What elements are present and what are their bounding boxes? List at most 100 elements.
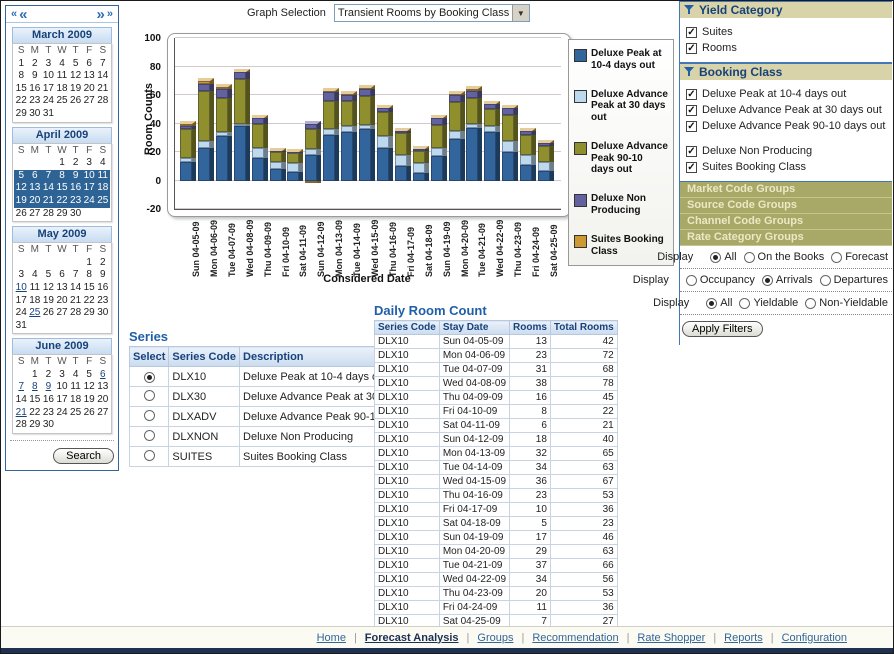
calendar-day[interactable]: 12 [42,281,54,293]
calendar-day[interactable]: 28 [42,207,54,219]
calendar-day[interactable]: 26 [42,307,54,319]
calendar-day[interactable]: 16 [68,182,83,195]
series-select-radio[interactable] [143,409,155,421]
calendar-day[interactable]: 18 [95,182,110,195]
calendar-day[interactable]: 20 [97,394,109,406]
footer-link-forecast-analysis[interactable]: Forecast Analysis [364,631,459,644]
checkbox[interactable]: ✓ [686,26,697,38]
collapsed-group-header[interactable]: Channel Code Groups [680,214,892,230]
checkbox[interactable]: ✓ [686,161,697,173]
calendar-day[interactable]: 20 [28,194,42,208]
calendar-day[interactable]: 25 [29,307,41,319]
display-radio[interactable] [831,251,843,263]
display-radio[interactable] [710,251,722,263]
calendar-day[interactable]: 26 [83,406,95,418]
calendar-day[interactable]: 30 [70,207,82,219]
calendar-day[interactable]: 3 [59,368,65,380]
calendar-day[interactable]: 25 [56,95,68,107]
checkbox[interactable]: ✓ [686,88,697,100]
calendar-day[interactable]: 4 [32,269,38,281]
calendar-day[interactable]: 27 [29,207,41,219]
calendar-day[interactable]: 26 [70,95,82,107]
calendar-day[interactable]: 10 [56,381,68,393]
calendar-day[interactable]: 21 [70,294,82,306]
booking-class-header[interactable]: Booking Class [680,63,892,81]
calendar-day[interactable]: 26 [15,207,27,219]
calendar-day[interactable]: 28 [70,307,82,319]
calendar-day[interactable]: 27 [97,406,109,418]
display-radio[interactable] [706,297,718,309]
calendar-day[interactable]: 30 [29,107,41,119]
calendar-day[interactable]: 11 [29,281,40,293]
footer-link-recommendation[interactable]: Recommendation [532,631,619,644]
calendar-day[interactable]: 22 [29,406,41,418]
calendar-day[interactable]: 29 [29,419,41,431]
calendar-day[interactable]: 29 [83,307,95,319]
footer-link-groups[interactable]: Groups [477,631,514,644]
calendar-day[interactable]: 8 [18,70,24,82]
graph-selection-dropdown[interactable]: Transient Rooms by Booking Class ▼ [333,4,530,22]
calendar-day[interactable]: 14 [97,70,109,82]
calendar-day[interactable]: 9 [68,169,83,183]
calendar-day[interactable]: 1 [18,57,24,69]
calendar-prev-icon[interactable]: « [11,8,18,20]
calendar-day[interactable]: 30 [42,419,54,431]
calendar-day[interactable]: 31 [15,319,27,331]
calendar-day[interactable]: 30 [97,307,109,319]
footer-link-configuration[interactable]: Configuration [781,631,847,644]
display-radio[interactable] [761,274,773,286]
calendar-day[interactable]: 17 [56,394,68,406]
calendar-day[interactable]: 9 [32,70,38,82]
calendar-day[interactable]: 28 [97,95,109,107]
display-radio[interactable] [685,274,697,286]
checkbox[interactable]: ✓ [686,145,697,157]
calendar-day[interactable]: 24 [56,406,68,418]
calendar-day[interactable]: 3 [45,57,52,69]
calendar-day[interactable]: 19 [42,294,54,306]
calendar-day[interactable]: 2 [32,57,38,69]
checkbox[interactable]: ✓ [686,104,697,116]
yield-category-header[interactable]: Yield Category [680,1,892,19]
series-select-radio[interactable] [143,389,155,401]
calendar-day[interactable]: 12 [83,381,95,393]
calendar-day[interactable]: 3 [18,269,24,281]
calendar-day[interactable]: 29 [15,107,27,119]
calendar-day[interactable]: 27 [56,307,68,319]
calendar-day[interactable]: 6 [59,269,65,281]
calendar-day[interactable]: 13 [56,281,68,293]
calendar-day[interactable]: 27 [83,95,95,107]
calendar-day[interactable]: 21 [41,194,56,208]
calendar-day[interactable]: 2 [72,157,79,169]
series-select-radio[interactable] [143,429,155,441]
calendar-day[interactable]: 28 [15,419,27,431]
calendar-day[interactable]: 6 [100,368,106,380]
calendar-day[interactable]: 4 [100,157,106,169]
checkbox[interactable]: ✓ [686,120,697,132]
calendar-day[interactable]: 13 [28,182,42,195]
calendar-day[interactable]: 21 [15,406,27,418]
calendar-day[interactable]: 5 [86,368,92,380]
calendar-day[interactable]: 22 [15,95,27,107]
series-select-radio[interactable] [143,371,155,383]
calendar-day[interactable]: 11 [56,70,68,82]
calendar-day[interactable]: 15 [83,281,95,293]
search-button[interactable]: Search [53,448,114,464]
calendar-day[interactable]: 20 [56,294,68,306]
collapsed-group-header[interactable]: Rate Category Groups [680,230,892,246]
display-radio[interactable] [743,251,755,263]
calendar-day[interactable]: 7 [18,381,24,393]
calendar-day[interactable]: 18 [56,82,68,94]
footer-link-rate-shopper[interactable]: Rate Shopper [637,631,706,644]
calendar-day[interactable]: 9 [100,269,106,281]
calendar-day[interactable]: 25 [70,406,82,418]
calendar-day[interactable]: 23 [68,194,83,208]
calendar-day[interactable]: 23 [29,95,41,107]
calendar-day[interactable]: 1 [86,256,92,268]
calendar-day[interactable]: 10 [15,281,27,293]
calendar-day[interactable]: 31 [42,107,54,119]
calendar-day[interactable]: 2 [45,368,52,380]
calendar-day[interactable]: 4 [59,57,65,69]
calendar-day[interactable]: 6 [28,169,42,183]
calendar-day[interactable]: 14 [41,182,56,195]
calendar-day[interactable]: 5 [14,169,29,183]
